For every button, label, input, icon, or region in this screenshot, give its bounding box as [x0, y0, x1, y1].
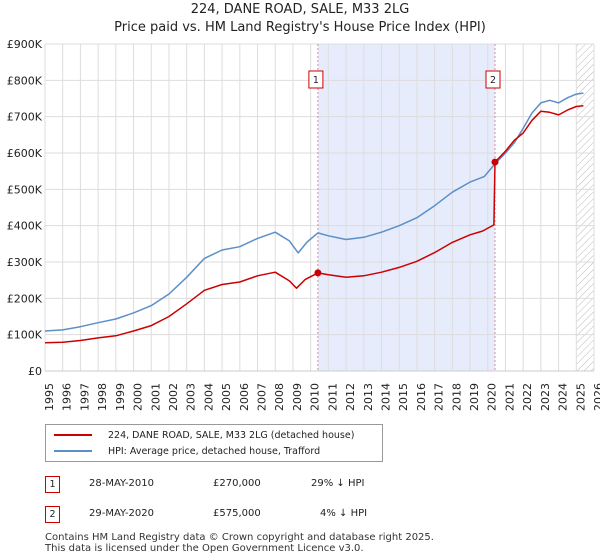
- property-price-line: [44, 105, 584, 344]
- x-tick-label: 2026: [592, 383, 600, 411]
- sale-hpi-diff: 29% ↓ HPI: [311, 478, 365, 489]
- x-tick-label: 2012: [344, 383, 357, 411]
- x-tick-label: 1995: [43, 383, 56, 411]
- sale-row: 2 29-MAY-2020 £575,000 4% ↓ HPI: [45, 506, 465, 523]
- sale-price: £575,000: [213, 508, 261, 519]
- y-tick-label: £700K: [7, 111, 43, 124]
- x-tick-label: 1999: [114, 383, 127, 411]
- x-tick-label: 2017: [433, 383, 446, 411]
- x-tick-label: 2013: [362, 383, 375, 411]
- footer-licence: This data is licensed under the Open Gov…: [45, 543, 364, 554]
- x-tick-label: 2021: [503, 383, 516, 411]
- sale-point: [314, 269, 322, 277]
- footer-copyright: Contains HM Land Registry data © Crown c…: [45, 532, 434, 543]
- x-tick-label: 2022: [521, 383, 534, 411]
- x-tick-label: 2002: [167, 383, 180, 411]
- x-tick-label: 2019: [468, 383, 481, 411]
- y-tick-label: £500K: [7, 183, 43, 196]
- y-tick-label: £300K: [7, 256, 43, 269]
- legend-item-property: 224, DANE ROAD, SALE, M33 2LG (detached …: [54, 428, 354, 442]
- sale-row: 1 28-MAY-2010 £270,000 29% ↓ HPI: [45, 476, 465, 493]
- x-tick-label: 2006: [238, 383, 251, 411]
- x-tick-label: 2024: [557, 383, 570, 411]
- y-tick-label: £900K: [7, 38, 43, 51]
- legend: 224, DANE ROAD, SALE, M33 2LG (detached …: [45, 424, 383, 462]
- sale-point: [491, 158, 499, 166]
- x-tick-label: 2000: [132, 383, 145, 411]
- price-chart: 1 2 £0 £100K £200K £300K £400K £500K £600K £700K £…: [7, 38, 600, 411]
- sale-price: £270,000: [213, 478, 261, 489]
- x-tick-label: 2001: [149, 383, 162, 411]
- y-tick-label: £100K: [7, 329, 43, 342]
- chart-subtitle: Price paid vs. HM Land Registry's House …: [114, 20, 486, 35]
- sale-label: 1: [313, 75, 319, 86]
- x-tick-label: 2010: [309, 383, 322, 411]
- x-tick-label: 2023: [539, 383, 552, 411]
- x-tick-label: 2018: [450, 383, 463, 411]
- x-tick-label: 2003: [185, 383, 198, 411]
- x-tick-label: 1997: [78, 383, 91, 411]
- sale-hpi-diff: 4% ↓ HPI: [320, 508, 368, 519]
- sale-label-box: [308, 70, 324, 89]
- x-tick-label: 2025: [574, 383, 587, 411]
- sale-label-box: [485, 70, 501, 89]
- sale-label: 2: [490, 75, 496, 86]
- footer: Contains HM Land Registry data © Crown c…: [45, 532, 434, 554]
- legend-swatch-hpi: [54, 450, 92, 452]
- sale-number-badge: 1: [45, 476, 60, 493]
- x-tick-label: 2009: [291, 383, 304, 411]
- x-tick-label: 2015: [397, 383, 410, 411]
- forecast-hatch: [576, 44, 594, 371]
- sale-period-shade: [317, 44, 496, 371]
- x-tick-label: 2011: [326, 383, 339, 411]
- y-tick-label: £600K: [7, 147, 43, 160]
- legend-swatch-property: [54, 434, 92, 436]
- sale-number-badge: 2: [45, 506, 60, 523]
- y-tick-label: £800K: [7, 74, 43, 87]
- legend-item-hpi: HPI: Average price, detached house, Traf…: [54, 444, 320, 458]
- x-tick-label: 2014: [379, 383, 392, 411]
- x-tick-label: 2004: [202, 383, 215, 411]
- x-tick-label: 2016: [415, 383, 428, 411]
- chart-title: 224, DANE ROAD, SALE, M33 2LG: [190, 2, 410, 17]
- sale-date: 28-MAY-2010: [89, 478, 155, 489]
- legend-label-hpi: HPI: Average price, detached house, Traf…: [108, 445, 321, 457]
- x-tick-label: 2005: [220, 383, 233, 411]
- sale-date: 29-MAY-2020: [89, 508, 155, 519]
- x-tick-label: 2008: [273, 383, 286, 411]
- y-tick-label: £400K: [7, 220, 43, 233]
- y-tick-label: £200K: [7, 292, 43, 305]
- legend-label-property: 224, DANE ROAD, SALE, M33 2LG (detached …: [108, 429, 355, 441]
- x-tick-label: 2020: [486, 383, 499, 411]
- hpi-line: [44, 92, 584, 332]
- x-tick-label: 1996: [61, 383, 74, 411]
- y-tick-label: £0: [28, 365, 42, 378]
- x-tick-label: 2007: [256, 383, 269, 411]
- x-tick-label: 1998: [96, 383, 109, 411]
